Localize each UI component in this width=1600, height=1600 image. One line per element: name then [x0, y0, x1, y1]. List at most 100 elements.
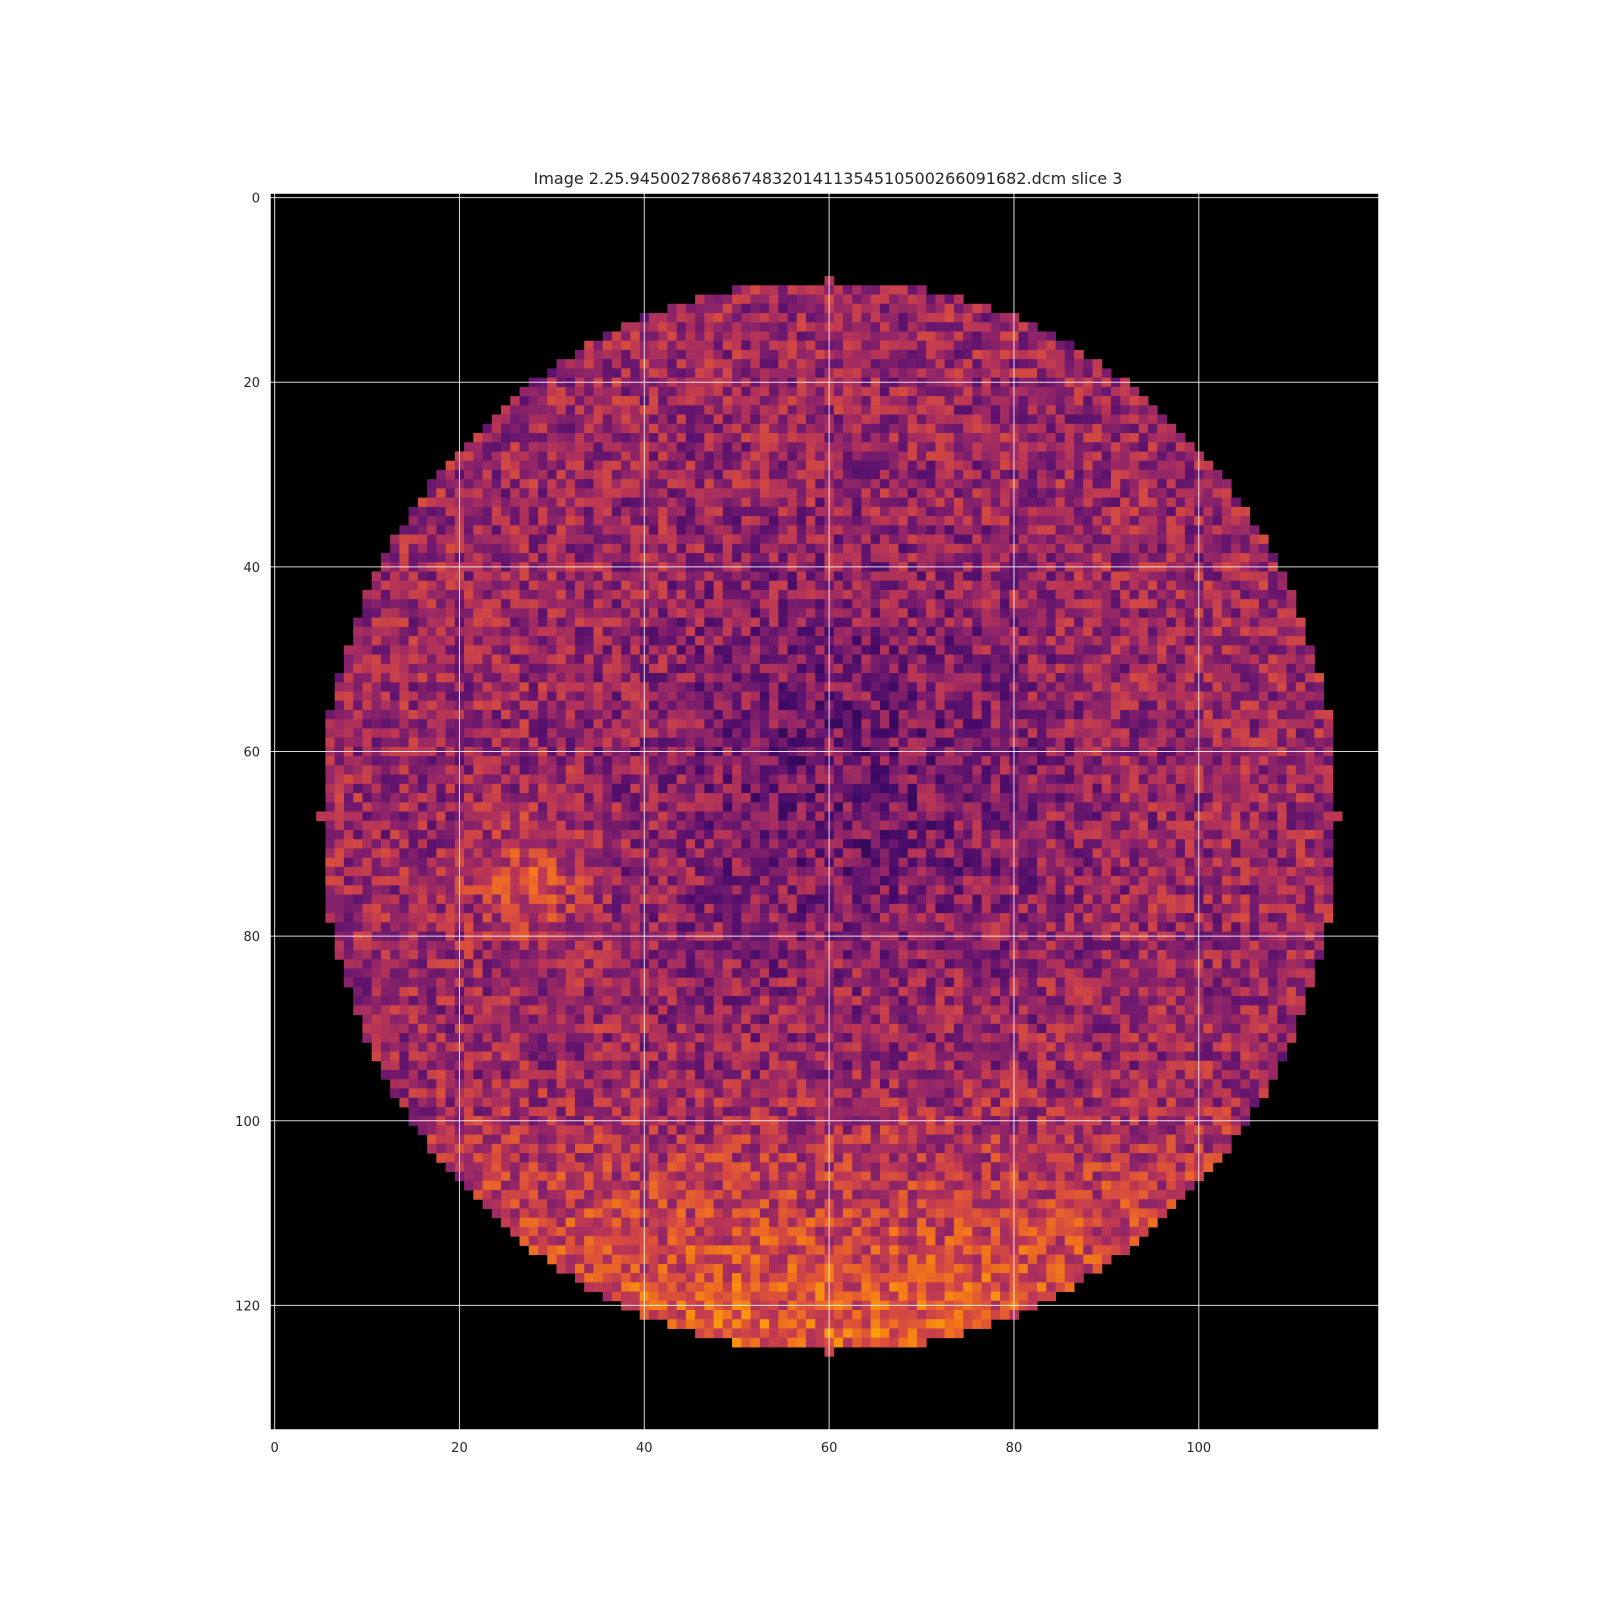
heatmap-cell — [926, 460, 936, 471]
heatmap-cell — [1221, 636, 1232, 646]
heatmap-cell — [538, 700, 548, 711]
heatmap-cell — [621, 737, 631, 748]
heatmap-cell — [806, 433, 816, 443]
heatmap-cell — [953, 303, 964, 314]
heatmap-cell — [538, 442, 548, 452]
heatmap-cell — [778, 396, 789, 406]
heatmap-cell — [1258, 580, 1269, 591]
heatmap-cell — [685, 423, 696, 434]
heatmap-cell — [732, 811, 742, 822]
heatmap-cell — [741, 488, 752, 499]
heatmap-cell — [510, 396, 521, 406]
heatmap-cell — [852, 543, 862, 554]
heatmap-cell — [1083, 783, 1094, 794]
heatmap-cell — [990, 654, 1001, 665]
heatmap-cell — [879, 719, 890, 729]
heatmap-cell — [1092, 599, 1103, 609]
heatmap-cell — [981, 340, 992, 351]
heatmap-cell — [621, 756, 631, 766]
heatmap-cell — [1055, 488, 1066, 499]
heatmap-cell — [611, 728, 622, 739]
heatmap-cell — [676, 673, 687, 683]
heatmap-cell — [1037, 793, 1047, 803]
heatmap-cell — [1027, 617, 1038, 628]
heatmap-cell — [1166, 793, 1177, 803]
heatmap-cell — [741, 553, 752, 563]
heatmap-cell — [602, 349, 613, 360]
heatmap-cell — [648, 506, 659, 517]
heatmap-cell — [879, 460, 890, 471]
heatmap-cell — [371, 654, 382, 665]
heatmap-cell — [667, 645, 678, 656]
heatmap-cell — [593, 359, 604, 369]
heatmap-cell — [565, 488, 576, 499]
heatmap-cell — [501, 497, 511, 508]
heatmap-cell — [935, 802, 946, 812]
heatmap-cell — [1055, 414, 1066, 425]
heatmap-cell — [1083, 691, 1094, 702]
heatmap-cell — [676, 737, 687, 748]
heatmap-cell — [713, 709, 724, 720]
heatmap-cell — [380, 709, 391, 720]
heatmap-cell — [676, 709, 687, 720]
heatmap-cell — [1083, 636, 1094, 646]
heatmap-cell — [1157, 756, 1167, 766]
heatmap-cell — [870, 322, 881, 332]
heatmap-cell — [538, 636, 548, 646]
heatmap-cell — [796, 617, 807, 628]
heatmap-cell — [1184, 479, 1195, 489]
heatmap-cell — [695, 571, 705, 582]
heatmap-cell — [722, 396, 733, 406]
heatmap-cell — [787, 534, 798, 545]
heatmap-cell — [1138, 756, 1149, 766]
heatmap-cell — [815, 728, 825, 739]
heatmap-cell — [1027, 756, 1038, 766]
heatmap-cell — [519, 534, 530, 545]
heatmap-cell — [972, 682, 983, 692]
chart-title: Image 2.25.94500278686748320141135451050… — [534, 169, 1123, 188]
heatmap-cell — [519, 765, 530, 776]
heatmap-cell — [556, 580, 567, 591]
heatmap-cell — [972, 488, 983, 499]
heatmap-cell — [621, 349, 631, 360]
heatmap-cell — [704, 793, 715, 803]
heatmap-cell — [935, 386, 946, 397]
heatmap-cell — [501, 488, 511, 499]
heatmap-cell — [796, 349, 807, 360]
heatmap-cell — [528, 543, 539, 554]
heatmap-cell — [1092, 673, 1103, 683]
heatmap-cell — [926, 313, 936, 323]
heatmap-cell — [676, 571, 687, 582]
heatmap-cell — [491, 414, 502, 425]
heatmap-cell — [898, 553, 909, 563]
heatmap-cell — [510, 506, 521, 517]
heatmap-cell — [907, 386, 918, 397]
heatmap-cell — [510, 599, 521, 609]
heatmap-cell — [1157, 654, 1167, 665]
heatmap-cell — [806, 460, 816, 471]
heatmap-cell — [408, 636, 419, 646]
heatmap-cell — [565, 756, 576, 766]
heatmap-cell — [732, 589, 742, 600]
heatmap-cell — [1138, 516, 1149, 526]
heatmap-cell — [436, 617, 447, 628]
heatmap-cell — [769, 303, 779, 314]
heatmap-cell — [842, 516, 853, 526]
heatmap-cell — [584, 673, 594, 683]
heatmap-cell — [417, 506, 428, 517]
heatmap-cell — [648, 488, 659, 499]
heatmap-cell — [695, 589, 705, 600]
heatmap-cell — [408, 793, 419, 803]
heatmap-cell — [870, 340, 881, 351]
heatmap-cell — [1258, 534, 1269, 545]
heatmap-cell — [806, 414, 816, 425]
heatmap-cell — [796, 386, 807, 397]
heatmap-cell — [769, 793, 779, 803]
heatmap-cell — [1138, 700, 1149, 711]
heatmap-cell — [1046, 608, 1057, 619]
heatmap-cell — [630, 386, 641, 397]
heatmap-cell — [852, 340, 862, 351]
heatmap-cell — [806, 525, 816, 536]
heatmap-cell — [362, 802, 373, 812]
heatmap-cell — [1055, 599, 1066, 609]
